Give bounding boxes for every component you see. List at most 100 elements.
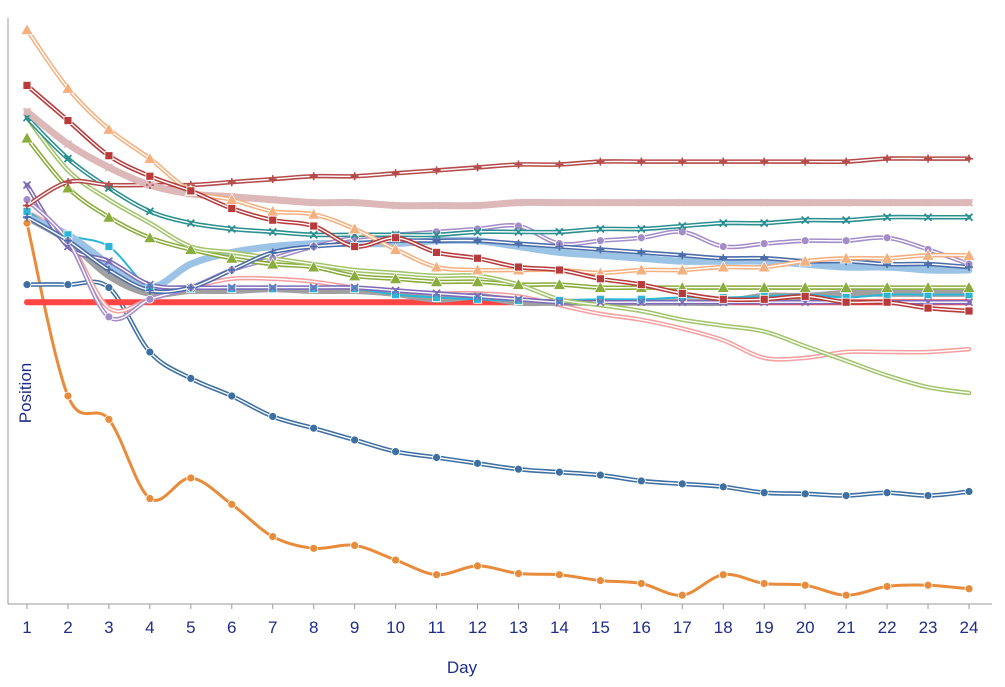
data-point xyxy=(923,580,933,590)
data-point xyxy=(225,251,239,264)
data-point xyxy=(719,218,728,228)
data-point xyxy=(719,157,728,166)
data-point xyxy=(432,166,441,175)
data-point xyxy=(595,470,605,480)
data-point xyxy=(473,253,482,263)
data-point xyxy=(63,139,73,149)
data-point xyxy=(675,263,689,276)
x-tick-label: 23 xyxy=(919,618,938,637)
data-point xyxy=(430,275,444,287)
data-point xyxy=(61,81,75,94)
data-point xyxy=(350,198,359,207)
data-point xyxy=(962,280,976,293)
x-tick-label: 14 xyxy=(550,618,569,637)
data-point xyxy=(964,306,974,316)
x-tick-label: 11 xyxy=(428,618,446,637)
x-axis-title: Day xyxy=(447,658,478,677)
data-point xyxy=(514,198,523,207)
x-tick-label: 10 xyxy=(386,618,405,637)
data-point xyxy=(432,453,441,462)
data-point xyxy=(800,291,810,301)
data-point xyxy=(757,260,771,273)
data-point xyxy=(104,257,114,266)
data-point xyxy=(104,181,113,190)
data-point xyxy=(268,175,277,184)
x-tick-labels: 1 2 3 4 5 6 7 8 9 10 11 12 13 14 15 16 17 18 19 20 21 22 23 24 xyxy=(22,604,978,637)
data-point xyxy=(555,298,564,307)
data-point xyxy=(309,423,319,433)
data-point xyxy=(22,107,32,116)
data-point xyxy=(678,298,687,307)
data-point xyxy=(391,290,401,299)
data-point xyxy=(268,412,278,421)
data-point xyxy=(678,157,687,166)
data-point xyxy=(514,262,523,272)
data-point xyxy=(391,286,400,295)
data-point xyxy=(719,198,728,207)
series-1-markers xyxy=(22,218,974,600)
x-tick-label: 21 xyxy=(837,618,856,637)
x-tick-label: 5 xyxy=(186,618,195,637)
data-point xyxy=(595,236,605,246)
x-tick-label: 4 xyxy=(145,618,154,637)
data-point xyxy=(104,265,113,274)
data-point xyxy=(555,467,564,477)
x-tick-label: 3 xyxy=(104,618,113,637)
data-point xyxy=(63,154,73,163)
data-point xyxy=(596,157,605,166)
data-point xyxy=(716,260,730,273)
series-17-markers xyxy=(22,80,974,316)
data-point xyxy=(473,561,482,571)
data-point xyxy=(227,224,236,234)
data-point xyxy=(637,224,646,234)
data-point xyxy=(104,283,114,292)
series-9-markers xyxy=(22,195,974,322)
series-line-inner xyxy=(26,281,970,497)
data-point xyxy=(595,274,605,284)
data-point xyxy=(268,227,277,237)
data-point xyxy=(227,391,237,401)
data-point xyxy=(636,476,646,486)
data-point xyxy=(718,294,728,304)
data-point xyxy=(555,296,564,305)
series-16-markers xyxy=(20,23,976,279)
data-point xyxy=(348,269,362,281)
data-point xyxy=(309,543,319,553)
data-point xyxy=(965,154,973,163)
data-point xyxy=(924,154,933,163)
data-point xyxy=(593,280,607,293)
data-point xyxy=(63,236,72,245)
data-point xyxy=(965,263,973,272)
x-tick-label: 17 xyxy=(673,618,692,637)
data-point xyxy=(801,198,810,207)
data-point xyxy=(718,242,728,251)
data-point xyxy=(145,280,155,289)
data-point xyxy=(511,278,525,290)
data-point xyxy=(964,213,974,222)
data-point xyxy=(880,251,894,264)
data-point xyxy=(514,227,523,237)
data-point xyxy=(186,186,196,196)
data-point xyxy=(841,491,851,500)
data-point xyxy=(307,260,321,273)
data-point xyxy=(227,283,236,292)
data-point xyxy=(227,204,237,213)
data-point xyxy=(921,280,935,293)
x-tick-label: 12 xyxy=(468,618,487,637)
data-point xyxy=(307,207,321,220)
data-point xyxy=(842,157,851,166)
data-point xyxy=(391,201,400,210)
data-point xyxy=(309,283,318,292)
data-point xyxy=(882,198,892,207)
data-point xyxy=(759,488,769,498)
data-point xyxy=(514,160,523,169)
data-point xyxy=(841,236,851,246)
data-point xyxy=(350,541,360,550)
data-point xyxy=(23,201,31,210)
data-point xyxy=(798,254,812,267)
series-line xyxy=(23,108,973,210)
data-point xyxy=(143,152,157,164)
data-point xyxy=(268,248,277,257)
data-point xyxy=(759,239,769,249)
x-tick-label: 7 xyxy=(268,618,277,637)
